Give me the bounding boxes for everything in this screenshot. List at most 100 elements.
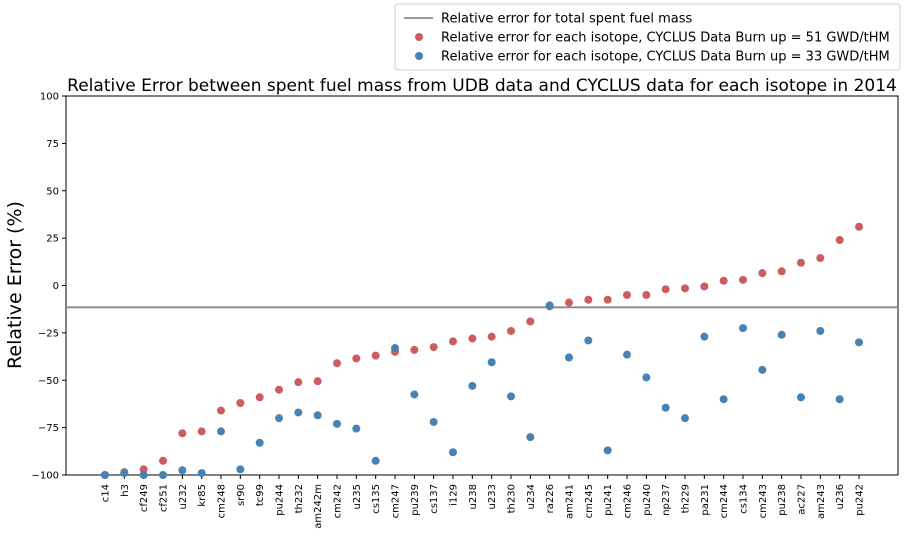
data-point-series-2: [197, 469, 206, 478]
legend-label-reference: Relative error for total spent fuel mass: [441, 12, 692, 27]
data-point-series-2: [681, 414, 689, 423]
data-point-series-1: [623, 290, 631, 299]
data-point-series-1: [275, 385, 283, 394]
data-point-series-2: [584, 336, 593, 345]
data-point-series-2: [507, 392, 515, 401]
data-point-series-2: [835, 395, 844, 404]
y-tick-label: −50: [38, 376, 59, 387]
y-tick-label: −25: [38, 328, 59, 339]
x-tick-label: th232: [294, 484, 305, 513]
data-point-series-2: [139, 471, 148, 479]
x-tick-label: am243: [816, 484, 827, 519]
data-point-series-1: [236, 398, 245, 407]
data-point-series-2: [101, 471, 109, 479]
x-tick-label: cm248: [217, 484, 228, 518]
y-tick-label: 100: [40, 92, 59, 103]
data-point-series-2: [603, 446, 612, 455]
data-point-series-2: [777, 330, 786, 339]
x-tick-label: cm245: [584, 484, 595, 518]
x-tick-label: np237: [661, 484, 672, 516]
plot-area: −100 −75 −50 −25 0 25 50 75 100 c14 h3 cf249 cf251 u2…: [32, 92, 899, 529]
x-tick-label: cm242: [333, 484, 344, 518]
data-point-series-1: [681, 284, 689, 293]
data-point-series-2: [545, 301, 554, 310]
data-point-series-1: [758, 269, 767, 278]
data-point-series-2: [255, 438, 264, 447]
data-point-series-2: [487, 358, 496, 367]
chart-title: Relative Error between spent fuel mass f…: [67, 76, 897, 96]
data-point-series-1: [352, 354, 361, 363]
plot-frame: [65, 95, 899, 476]
data-point-series-2: [120, 469, 129, 478]
data-point-series-1: [410, 345, 419, 354]
x-tick-label: sr90: [236, 484, 247, 506]
data-point-series-1: [333, 359, 341, 368]
data-point-series-1: [603, 295, 612, 304]
data-point-series-2: [565, 353, 573, 362]
x-tick-label: pu244: [275, 484, 286, 516]
data-point-series-2: [391, 344, 399, 353]
data-point-series-1: [468, 334, 477, 343]
x-tick-label: pu242: [855, 484, 866, 516]
data-point-series-2: [661, 403, 670, 412]
data-point-series-1: [661, 285, 670, 294]
x-tick-label: u233: [487, 484, 498, 509]
y-tick-label: 0: [53, 281, 59, 292]
data-point-series-1: [855, 222, 863, 231]
data-point-series-2: [719, 395, 728, 404]
y-tick-label: 25: [46, 234, 59, 245]
y-tick-label: −75: [38, 423, 59, 434]
data-point-series-1: [449, 337, 457, 346]
x-tick-label: pu238: [777, 484, 788, 516]
x-tick-label: pa231: [700, 484, 711, 516]
data-point-series-1: [835, 236, 844, 245]
x-tick-label: cs135: [371, 484, 382, 514]
x-tick-label: cf249: [139, 484, 150, 512]
x-tick-label: pu239: [410, 484, 421, 516]
x-tick-label: ra226: [545, 484, 556, 513]
x-tick-label: h3: [120, 484, 131, 497]
data-point-series-2: [178, 466, 187, 475]
data-point-series-1: [294, 378, 303, 387]
data-point-series-2: [333, 419, 341, 428]
data-point-series-2: [313, 411, 322, 420]
legend-box: [394, 3, 901, 71]
x-tick-label: c14: [101, 484, 112, 502]
data-point-series-1: [797, 258, 805, 267]
legend-label-series-2: Relative error for each isotope, CYCLUS …: [441, 50, 890, 65]
legend-marker-series-1: [415, 33, 423, 41]
x-tick-label: cm243: [758, 484, 769, 518]
data-point-series-2: [217, 427, 225, 436]
data-point-series-2: [739, 324, 747, 333]
x-tick-label: kr85: [197, 484, 208, 507]
data-point-series-1: [139, 465, 148, 474]
x-tick-label: cs137: [429, 484, 440, 514]
data-point-series-2: [236, 465, 245, 474]
legend: Relative error for total spent fuel mass…: [394, 3, 901, 71]
data-point-series-2: [526, 433, 535, 442]
data-point-series-1: [159, 456, 167, 465]
data-point-series-2: [468, 381, 477, 390]
data-point-series-2: [623, 350, 631, 359]
data-point-series-2: [159, 471, 167, 479]
x-tick-label: i129: [449, 484, 460, 506]
x-tick-label: th230: [507, 484, 518, 513]
data-point-series-1: [197, 427, 206, 436]
y-tick-label: 50: [46, 186, 59, 197]
data-point-series-1: [700, 282, 709, 291]
x-tick-label: pu241: [603, 484, 614, 516]
x-tick-label: cm247: [391, 484, 402, 518]
data-point-series-1: [178, 429, 187, 438]
x-tick-label: cs134: [739, 484, 750, 514]
data-point-series-2: [294, 408, 303, 417]
x-tick-label: am242m: [313, 484, 324, 529]
x-tick-label: cf251: [159, 484, 170, 512]
data-point-series-1: [217, 406, 225, 415]
y-tick-label: 75: [46, 139, 59, 150]
x-tick-label: tc99: [255, 484, 266, 506]
x-tick-label: u238: [468, 484, 479, 509]
x-tick-label: th229: [681, 484, 692, 513]
data-point-series-1: [255, 393, 264, 402]
data-point-series-2: [449, 448, 457, 457]
